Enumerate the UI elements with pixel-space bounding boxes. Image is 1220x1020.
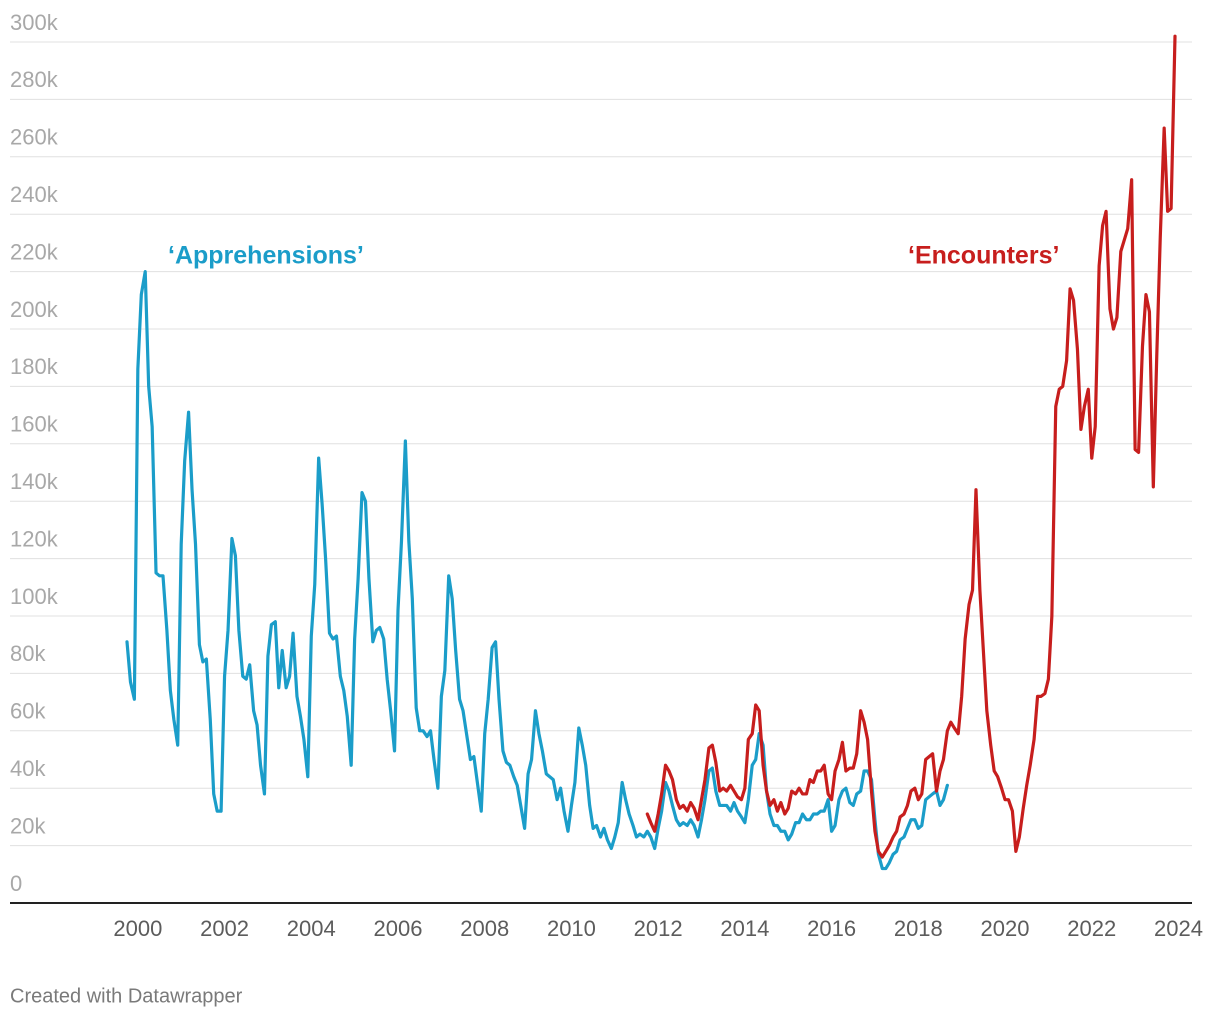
x-tick-label: 2020: [981, 916, 1030, 941]
credit: Created with Datawrapper: [10, 985, 243, 1007]
x-tick-label: 2014: [720, 916, 769, 941]
y-tick-label: 20k: [10, 813, 46, 838]
x-tick-label: 2016: [807, 916, 856, 941]
y-tick-label: 200k: [10, 297, 59, 322]
y-tick-label: 280k: [10, 67, 59, 92]
y-tick-label: 240k: [10, 182, 59, 207]
y-tick-label: 180k: [10, 354, 59, 379]
y-tick-label: 120k: [10, 526, 59, 551]
y-tick-label: 140k: [10, 469, 59, 494]
y-tick-label: 100k: [10, 584, 59, 609]
y-tick-label: 160k: [10, 412, 59, 437]
x-tick-label: 2010: [547, 916, 596, 941]
x-tick-label: 2002: [200, 916, 249, 941]
x-tick-label: 2006: [374, 916, 423, 941]
y-tick-label: 80k: [10, 641, 46, 666]
x-tick-label: 2008: [460, 916, 509, 941]
series-label: ‘Apprehensions’: [168, 242, 364, 270]
x-tick-label: 2012: [634, 916, 683, 941]
y-tick-label: 260k: [10, 125, 59, 150]
y-tick-label: 60k: [10, 699, 46, 724]
series-label: ‘Encounters’: [908, 242, 1059, 270]
y-tick-label: 40k: [10, 756, 46, 781]
x-tick-label: 2000: [113, 916, 162, 941]
y-tick-label: 300k: [10, 10, 59, 35]
series-line: [125, 270, 949, 871]
x-tick-label: 2022: [1067, 916, 1116, 941]
y-tick-label: 0: [10, 871, 22, 896]
x-tick-label: 2018: [894, 916, 943, 941]
x-tick-label: 2004: [287, 916, 336, 941]
y-tick-label: 220k: [10, 239, 59, 264]
series-line: [645, 34, 1177, 859]
x-tick-label: 2024: [1154, 916, 1203, 941]
